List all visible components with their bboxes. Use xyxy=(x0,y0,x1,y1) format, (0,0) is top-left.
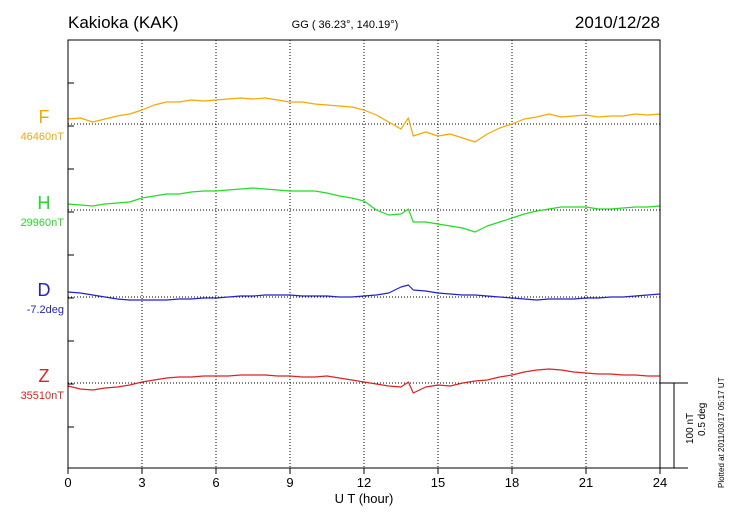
series-line-h xyxy=(67,187,661,233)
x-ticks: 0 3 6 9 12 15 18 21 24 xyxy=(64,468,667,490)
series-line-f xyxy=(67,97,661,143)
series-layer xyxy=(67,97,661,394)
x-tick-label: 9 xyxy=(286,475,293,490)
series-name-h: H xyxy=(38,193,51,213)
plot-frame xyxy=(67,39,661,469)
x-tick-label: 3 xyxy=(138,475,145,490)
x-tick-label: 0 xyxy=(64,475,71,490)
x-tick-label: 12 xyxy=(357,475,371,490)
series-line-d xyxy=(67,284,661,301)
x-tick-label: 6 xyxy=(212,475,219,490)
series-labels: F 46460nT H 29960nT D -7.2deg Z 35510nT xyxy=(21,107,65,402)
station-title: Kakioka (KAK) xyxy=(68,13,179,32)
x-tick-label: 18 xyxy=(505,475,519,490)
series-baseline-label-h: 29960nT xyxy=(21,217,65,229)
x-tick-label: 24 xyxy=(653,475,667,490)
series-name-d: D xyxy=(38,280,51,300)
x-tick-label: 21 xyxy=(579,475,593,490)
series-line-z xyxy=(67,368,660,394)
series-baseline-label-z: 35510nT xyxy=(21,390,65,402)
series-baseline-label-f: 46460nT xyxy=(21,131,65,143)
plot-date: 2010/12/28 xyxy=(575,13,660,32)
plot-timestamp: Plotted at 2011/03/17 05:17 UT xyxy=(717,377,726,488)
station-coordinates: GG ( 36.23°, 140.19°) xyxy=(292,19,399,31)
scale-bar: 100 nT 0.5 deg xyxy=(660,382,708,469)
series-name-f: F xyxy=(39,107,50,127)
x-axis-label: U T (hour) xyxy=(335,491,394,506)
x-tick-label: 15 xyxy=(431,475,445,490)
y-ticks xyxy=(68,82,74,428)
series-name-z: Z xyxy=(39,366,50,386)
grid-lines xyxy=(141,40,587,468)
scale-label-nt: 100 nT xyxy=(685,413,696,444)
series-baseline-label-d: -7.2deg xyxy=(27,304,64,316)
scale-label-deg: 0.5 deg xyxy=(697,403,708,436)
